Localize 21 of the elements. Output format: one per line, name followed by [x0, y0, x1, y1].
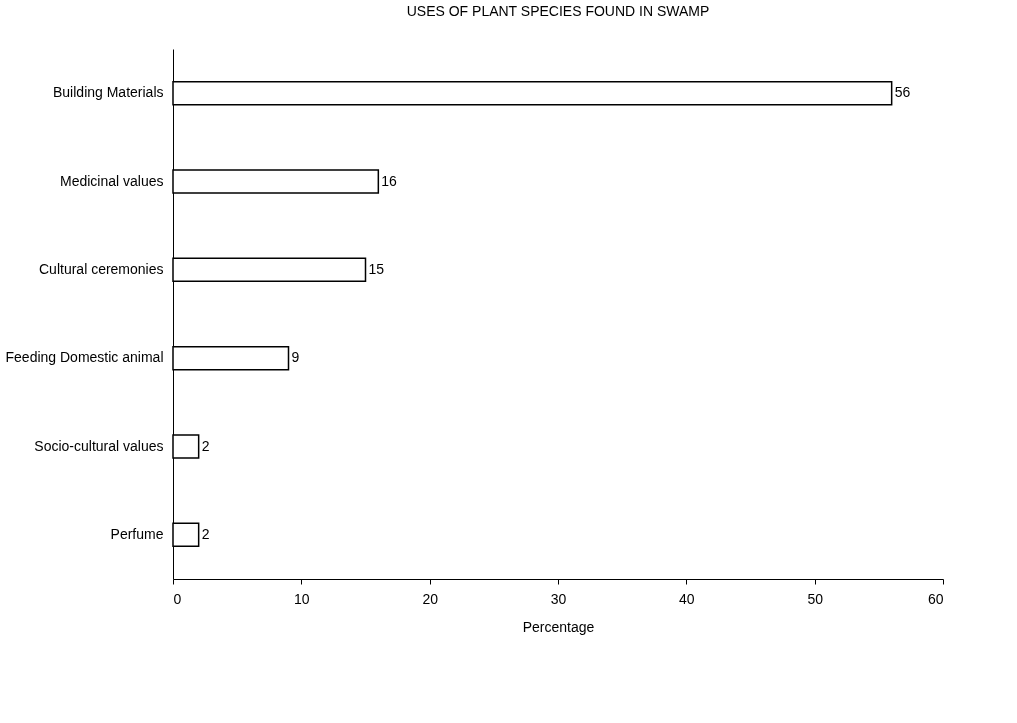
y-tick-label: Socio-cultural values [34, 437, 164, 454]
y-tick-label: Perfume [110, 525, 164, 542]
x-tick-label: 10 [294, 590, 310, 607]
x-tick-label: 30 [550, 590, 567, 607]
data-label: 9 [291, 349, 300, 366]
x-tick-label: 40 [679, 590, 695, 607]
chart-title: USES OF PLANT SPECIES FOUND IN SWAMP [406, 3, 710, 19]
x-tick-label: 20 [422, 590, 439, 607]
data-label: 56 [894, 84, 911, 101]
data-label: 2 [201, 525, 210, 542]
data-label: 15 [368, 260, 385, 277]
x-axis-title: Percentage [522, 618, 595, 635]
data-label: 2 [201, 437, 210, 454]
y-tick-label: Cultural ceremonies [39, 260, 164, 277]
x-tick-label: 50 [807, 590, 824, 607]
x-tick-label: 60 [927, 590, 944, 607]
y-tick-label: Medicinal values [60, 172, 164, 189]
data-label: 16 [381, 172, 398, 189]
y-tick-label: Feeding Domestic animal [5, 349, 164, 366]
x-tick-label: 0 [173, 590, 182, 607]
y-tick-label: Building Materials [53, 84, 164, 101]
